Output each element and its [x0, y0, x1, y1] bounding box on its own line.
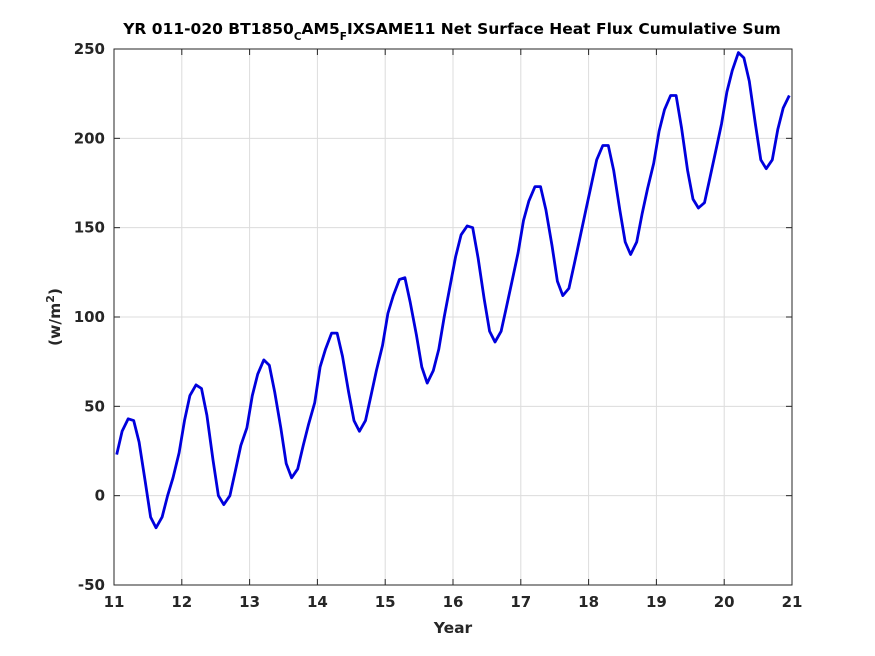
chart-title: YR 011-020 BT1850CAM5FIXSAME11 Net Surfa… [122, 20, 781, 43]
y-axis-label-base: (w/m [46, 303, 64, 346]
x-axis-label: Year [433, 619, 473, 637]
x-tick-label: 12 [171, 593, 192, 611]
tick-layer [113, 48, 793, 586]
x-tick-label: 14 [307, 593, 328, 611]
x-tick-label: 11 [104, 593, 125, 611]
x-tick-label: 13 [239, 593, 260, 611]
y-tick-label: 250 [74, 40, 105, 58]
y-axis-label: (w/m2) [44, 288, 64, 346]
x-tick-label: 15 [375, 593, 396, 611]
title-part-e: IXSAME11 Net Surface Heat Flux Cumulativ… [347, 20, 781, 38]
x-tick-label: 21 [782, 593, 803, 611]
y-tick-label: 100 [74, 308, 105, 326]
title-part-d-subscript: F [340, 31, 347, 43]
x-tick-label: 20 [714, 593, 735, 611]
y-tick-label: 50 [84, 397, 105, 415]
x-tick-labels: 11 12 13 14 15 16 17 18 19 20 21 [104, 593, 803, 611]
x-tick-label: 19 [646, 593, 667, 611]
y-tick-label: 200 [74, 129, 105, 147]
x-tick-label: 18 [578, 593, 599, 611]
series-line-net-surface-heat-flux [115, 51, 791, 530]
y-tick-labels: -50 0 50 100 150 200 250 [74, 40, 105, 594]
y-axis-label-superscript: 2 [44, 295, 57, 303]
x-tick-label: 17 [510, 593, 531, 611]
y-axis-label-close: ) [46, 288, 64, 295]
y-tick-label: -50 [78, 576, 105, 594]
y-tick-label: 150 [74, 219, 105, 237]
y-tick-label: 0 [95, 487, 105, 505]
x-tick-label: 16 [443, 593, 464, 611]
title-part-c: AM5 [302, 20, 340, 38]
title-part-a: YR 011-020 BT1850 [122, 20, 294, 38]
title-part-b-subscript: C [294, 31, 302, 43]
